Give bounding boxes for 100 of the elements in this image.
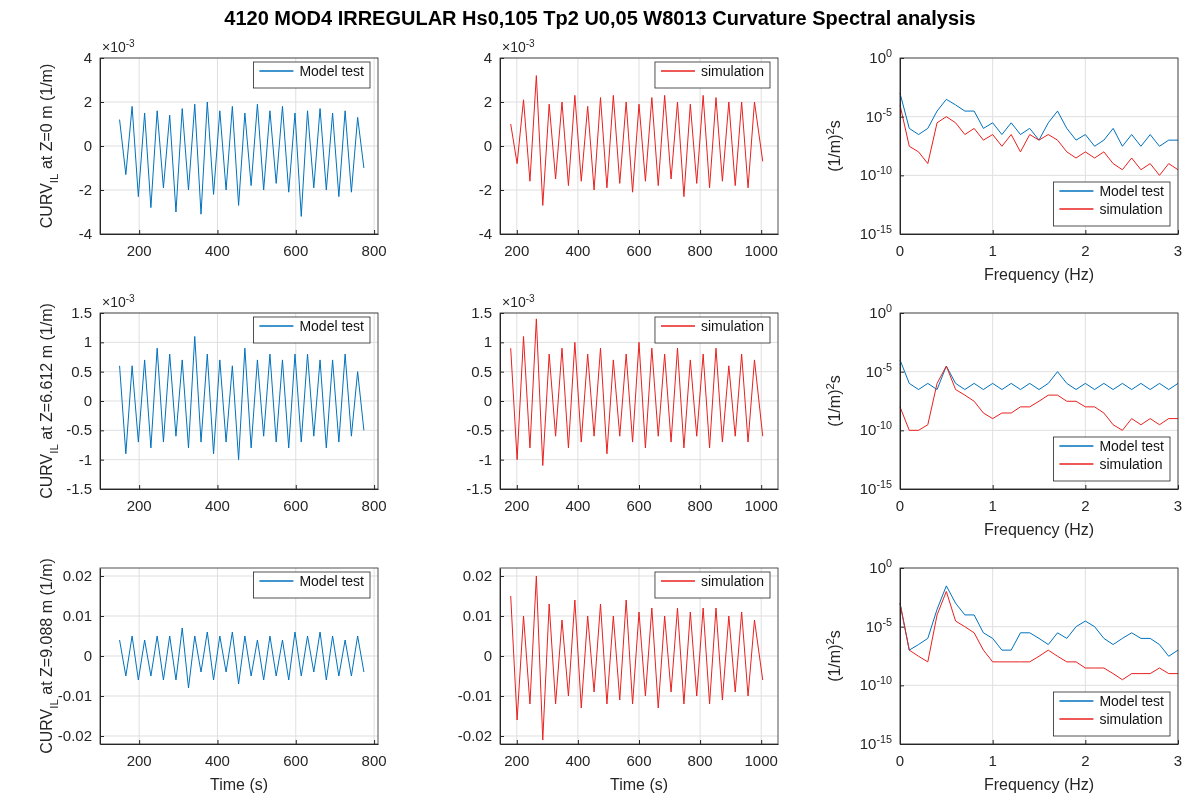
y-tick-label: 10$^{0}$ xyxy=(869,302,892,321)
x-tick-label: 0 xyxy=(895,752,905,769)
y-tick-label: 0 xyxy=(483,647,492,664)
y-tick-label: -4 xyxy=(78,225,92,242)
x-tick-label: 0 xyxy=(895,497,905,514)
y-tick-label: -0.5 xyxy=(466,421,492,439)
x-axis-title: Time (s) xyxy=(209,776,269,793)
legend-label: simulation xyxy=(1099,456,1163,472)
legend-label: Model test xyxy=(299,573,365,589)
y-tick-label: 0 xyxy=(483,137,492,154)
x-axis-title: Frequency (Hz) xyxy=(983,521,1095,538)
y-tick-label: -1 xyxy=(478,450,492,468)
x-tick-label: 200 xyxy=(504,752,530,769)
x-tick-label: 3 xyxy=(1173,752,1183,769)
line-series xyxy=(119,101,365,217)
x-tick-label: 2 xyxy=(1081,242,1090,259)
y-tick-label: -1.5 xyxy=(466,480,492,497)
x-tick-label: 200 xyxy=(504,242,530,259)
y-tick-label: 10$^{-10}$ xyxy=(859,674,892,694)
y-tick-label: -0.02 xyxy=(457,727,492,744)
y-tick-label: -0.5 xyxy=(66,421,92,439)
y-tick-label: 2 xyxy=(83,93,92,110)
x-tick-label: 400 xyxy=(565,497,591,514)
x-tick-label: 3 xyxy=(1173,497,1183,514)
legend-label: simulation xyxy=(1099,711,1163,727)
x-tick-label: 2 xyxy=(1081,752,1090,769)
x-tick-label: 1000 xyxy=(744,497,778,514)
y-tick-label: -1 xyxy=(78,450,92,468)
x-tick-label: 600 xyxy=(626,752,652,769)
y-tick-label: 10$^{0}$ xyxy=(869,557,892,576)
y-tick-label: 10$^{-10}$ xyxy=(859,419,892,439)
legend-label: Model test xyxy=(1099,183,1165,199)
line-series xyxy=(510,318,764,467)
y-tick-label: 0 xyxy=(83,647,92,664)
x-tick-label: 200 xyxy=(504,497,530,514)
line-series xyxy=(510,75,764,206)
y-tick-label: -0.01 xyxy=(57,687,92,704)
legend-label: Model test xyxy=(1099,693,1165,709)
legend-label: Model test xyxy=(299,318,365,334)
y-tick-label: -1.5 xyxy=(66,480,92,497)
y-tick-label: 10$^{-15}$ xyxy=(859,733,892,752)
x-tick-label: 800 xyxy=(687,752,713,769)
y-tick-label: 2 xyxy=(483,93,492,110)
x-tick-label: 800 xyxy=(361,497,387,514)
x-tick-label: 400 xyxy=(204,242,230,259)
x-tick-label: 400 xyxy=(565,752,591,769)
y-tick-label: 4 xyxy=(83,49,92,66)
x-tick-label: 0 xyxy=(895,242,905,259)
text: ×10$^{-3}$ xyxy=(502,37,536,55)
line-series xyxy=(899,590,1179,681)
x-tick-label: 600 xyxy=(626,242,652,259)
x-tick-label: 800 xyxy=(687,497,713,514)
y-tick-label: 4 xyxy=(483,49,492,66)
y-tick-label: -0.02 xyxy=(57,727,92,744)
text: ×10$^{-3}$ xyxy=(102,37,136,55)
y-tick-label: 0 xyxy=(83,137,92,154)
x-tick-label: 400 xyxy=(565,242,591,259)
x-tick-label: 600 xyxy=(626,497,652,514)
x-axis-title: Frequency (Hz) xyxy=(983,776,1095,793)
x-tick-label: 800 xyxy=(361,752,387,769)
y-tick-label: 10$^{-10}$ xyxy=(859,164,892,184)
y-tick-label: 0.02 xyxy=(462,567,492,584)
line-series xyxy=(899,365,1179,431)
y-tick-label: 10$^{-5}$ xyxy=(865,105,892,125)
x-axis-title: Frequency (Hz) xyxy=(983,266,1095,283)
text: 4120 MOD4 IRREGULAR Hs0,105 Tp2 U0,05 W8013 Curvature Spectral analysis xyxy=(224,7,976,29)
y-tick-label: 10$^{-5}$ xyxy=(865,615,892,635)
x-tick-label: 600 xyxy=(283,242,309,259)
y-tick-label: 0.01 xyxy=(62,607,92,624)
x-tick-label: 1 xyxy=(988,752,997,769)
x-tick-label: 3 xyxy=(1173,242,1183,259)
text: ×10$^{-3}$ xyxy=(502,292,536,310)
line-series xyxy=(899,359,1179,391)
x-tick-label: 2 xyxy=(1081,497,1090,514)
y-tick-label: 1 xyxy=(483,333,492,351)
line-series xyxy=(119,335,365,461)
x-tick-label: 400 xyxy=(204,752,230,769)
y-tick-label: 1.5 xyxy=(471,304,492,321)
x-tick-label: 600 xyxy=(283,752,309,769)
x-tick-label: 800 xyxy=(687,242,713,259)
x-tick-label: 1 xyxy=(988,242,997,259)
x-tick-label: 200 xyxy=(126,752,152,769)
x-axis-title: Time (s) xyxy=(609,776,669,793)
y-tick-label: 10$^{-15}$ xyxy=(859,223,892,242)
x-tick-label: 200 xyxy=(126,497,152,514)
legend-label: simulation xyxy=(700,573,764,589)
y-tick-label: 10$^{0}$ xyxy=(869,47,892,66)
legend-label: simulation xyxy=(700,63,764,79)
y-tick-label: 10$^{-5}$ xyxy=(865,360,892,380)
y-tick-label: 0.5 xyxy=(471,362,492,380)
legend-label: simulation xyxy=(700,318,764,334)
x-tick-label: 200 xyxy=(126,242,152,259)
x-tick-label: 600 xyxy=(283,497,309,514)
y-tick-label: 0 xyxy=(483,392,492,409)
y-tick-label: -4 xyxy=(478,225,492,242)
legend-label: simulation xyxy=(1099,201,1163,217)
y-tick-label: 1 xyxy=(83,333,92,351)
y-tick-label: -2 xyxy=(478,181,492,198)
line-series xyxy=(119,627,365,689)
y-tick-label: 0.01 xyxy=(462,607,492,624)
